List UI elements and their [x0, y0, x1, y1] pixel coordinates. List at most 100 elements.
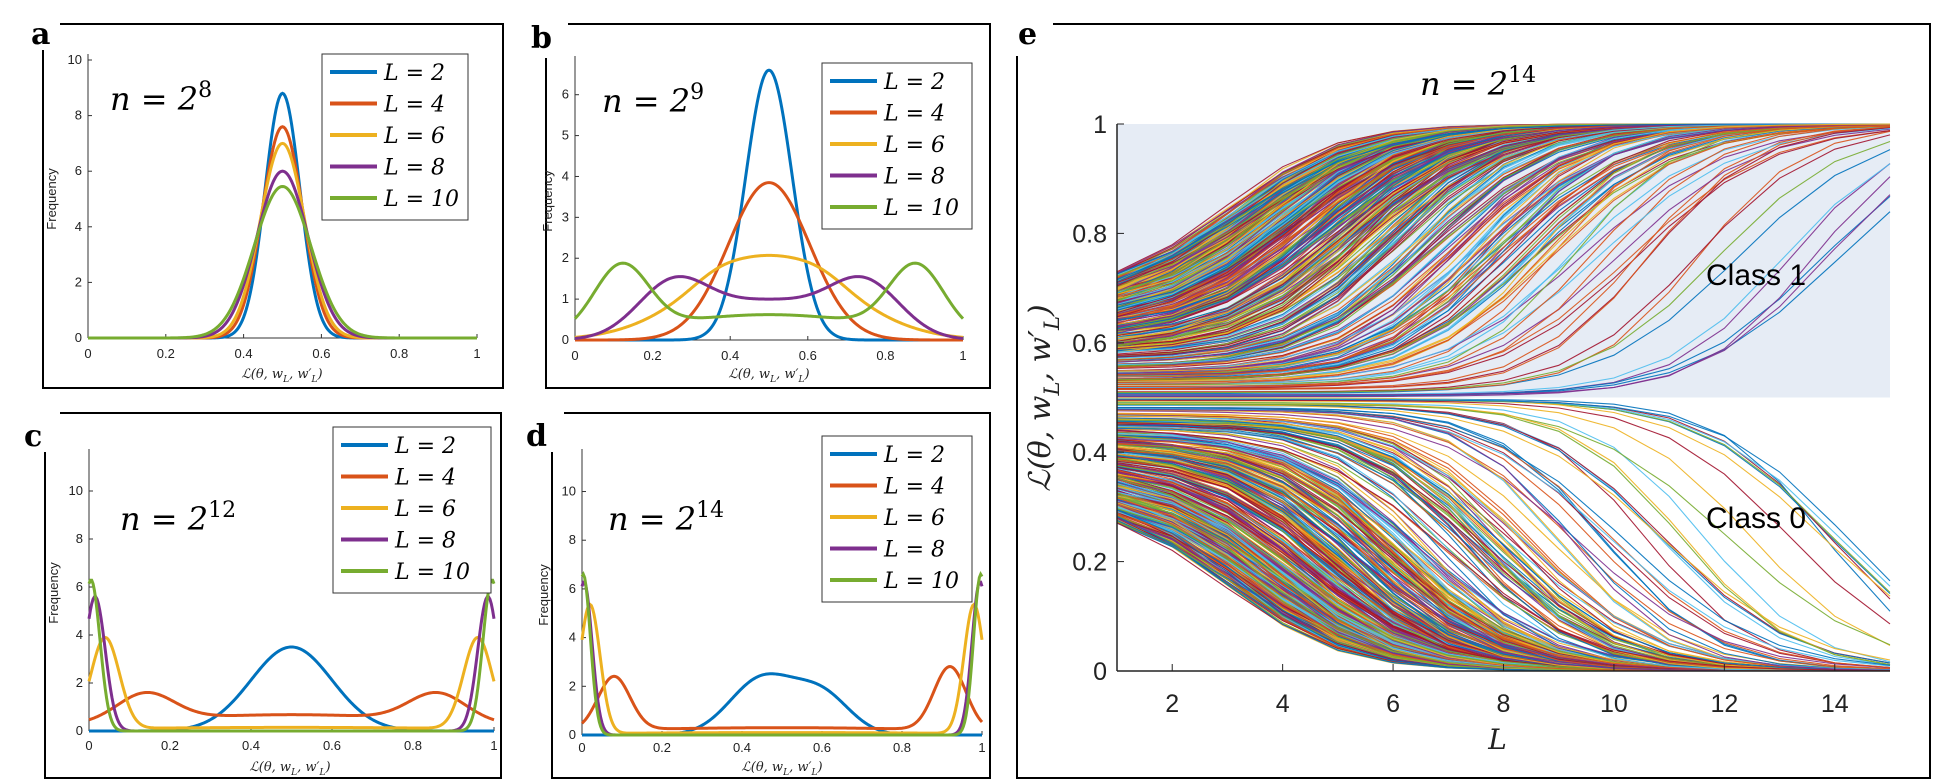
legend-label: L = 2	[883, 443, 945, 468]
trajectory-line	[1116, 123, 1890, 281]
legend-label: L = 10	[883, 569, 959, 594]
x-tick-label: 4	[1276, 690, 1290, 718]
panel-e-letter: e	[1018, 17, 1037, 52]
x-tick-label: 14	[1821, 690, 1849, 718]
trajectory-line	[1116, 124, 1891, 381]
x-tick-label: 1	[490, 738, 497, 753]
x-tick-label: 10	[1600, 690, 1628, 718]
n-label: n = 214	[608, 498, 724, 538]
trajectory-line	[1116, 124, 1891, 376]
series-line-L4	[580, 665, 984, 731]
legend-label: L = 2	[883, 70, 945, 95]
x-tick-label: 0.8	[876, 348, 894, 363]
x-axis-label: ℒ(θ, wL, w′L)	[249, 760, 330, 778]
x-tick-label: 0.2	[644, 348, 662, 363]
class0-label: Class 0	[1706, 502, 1806, 535]
x-tick-label: 0	[84, 346, 91, 361]
legend-label: L = 10	[383, 187, 459, 212]
n-label: n = 29	[602, 80, 704, 120]
x-axis-label: ℒ(θ, wL, w′L)	[728, 367, 809, 385]
panel-b: b 0 0.2 0.4 0.6 0.8 1 0 1 2 3 4 5 6 Frequency ℒ(θ, wL,…	[526, 18, 991, 389]
trajectory-line	[1117, 404, 1891, 666]
y-tick-label: 8	[76, 531, 83, 546]
panel-e-frame	[1016, 23, 1931, 779]
y-axis-label: Frequency	[46, 562, 61, 624]
x-tick-label: 1	[473, 346, 480, 361]
legend-label: L = 6	[883, 506, 945, 531]
panel-b-letter: b	[531, 21, 552, 56]
trajectory-line	[1116, 410, 1891, 669]
legend-label: L = 4	[383, 93, 445, 118]
legend-label: L = 10	[394, 560, 470, 585]
series-line-L2	[582, 672, 982, 737]
x-axis-label: ℒ(θ, wL, w′L)	[241, 367, 322, 385]
trajectory-line	[1117, 140, 1891, 394]
x-axis-label: L	[1487, 723, 1507, 756]
series-line-L10	[88, 184, 477, 340]
y-tick-label: 0.2	[1072, 549, 1107, 577]
y-tick-label: 0	[562, 332, 569, 347]
legend-label: L = 6	[394, 497, 456, 522]
y-tick-label: 10	[68, 52, 82, 67]
legend-label: L = 10	[883, 196, 959, 221]
y-tick-label: 5	[562, 128, 569, 143]
x-tick-label: 0.4	[721, 348, 739, 363]
legend-label: L = 8	[383, 156, 445, 181]
trajectory-line	[1116, 430, 1891, 672]
n-label: n = 28	[110, 78, 212, 118]
legend-label: L = 8	[883, 538, 945, 563]
y-axis-label: Frequency	[540, 170, 555, 232]
series-line-L10	[87, 578, 496, 733]
x-tick-label: 0.4	[242, 738, 260, 753]
trajectory-line	[1116, 418, 1891, 672]
trajectory-line	[1116, 407, 1891, 666]
series-line-L8	[574, 275, 964, 340]
series-line-L6	[574, 253, 964, 339]
x-tick-label: 0.4	[733, 740, 751, 755]
n-label: n = 212	[120, 498, 236, 538]
x-tick-label: 0.8	[390, 346, 408, 361]
x-tick-label: 0	[85, 738, 92, 753]
x-axis-label: ℒ(θ, wL, w′L)	[741, 760, 822, 778]
series-line-L6	[580, 602, 984, 735]
y-tick-label: 0.4	[1072, 439, 1107, 467]
trajectory-line	[1116, 124, 1891, 374]
panel-d-frame	[551, 412, 991, 779]
trajectory-line	[1116, 417, 1891, 671]
legend-label: L = 4	[883, 475, 945, 500]
trajectory-line	[1117, 409, 1891, 671]
trajectory-line	[1117, 195, 1891, 397]
trajectory-line	[1117, 194, 1891, 398]
panel-e: e 2 4 6 8 10 12 14 0 0.2 0.4 0.6 0.8 1 L ℒ(θ, wL, w′L)…	[1015, 16, 1931, 779]
y-tick-label: 6	[75, 163, 82, 178]
x-tick-label: 0	[578, 740, 585, 755]
x-tick-label: 0	[571, 348, 578, 363]
y-tick-label: 1	[1093, 111, 1107, 139]
x-tick-label: 0.8	[404, 738, 422, 753]
x-tick-label: 8	[1497, 690, 1511, 718]
trajectory-line	[1116, 123, 1891, 368]
n-label: n = 214	[1420, 63, 1536, 103]
y-tick-label: 4	[76, 627, 83, 642]
y-tick-label: 1	[562, 291, 569, 306]
y-tick-label: 2	[562, 250, 569, 265]
y-tick-label: 0.6	[1072, 330, 1107, 358]
x-tick-label: 6	[1386, 690, 1400, 718]
y-tick-label: 2	[76, 675, 83, 690]
y-axis-label: ℒ(θ, wL, w′L)	[1023, 304, 1064, 491]
x-tick-label: 0.4	[235, 346, 253, 361]
y-tick-label: 6	[569, 581, 576, 596]
y-tick-label: 0	[75, 330, 82, 345]
panel-c-letter: c	[24, 419, 42, 454]
y-tick-label: 6	[562, 87, 569, 102]
x-tick-label: 0.6	[312, 346, 330, 361]
series-line-L8	[580, 580, 984, 737]
x-tick-label: 0.2	[157, 346, 175, 361]
y-tick-label: 6	[76, 579, 83, 594]
trajectory-line	[1116, 130, 1891, 390]
series-line-L10	[573, 261, 965, 320]
trajectory-line	[1116, 123, 1891, 372]
